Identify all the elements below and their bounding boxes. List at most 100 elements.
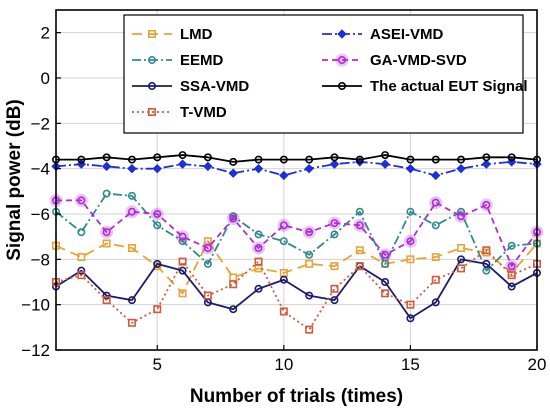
series-line-ssa-vmd bbox=[55, 258, 538, 320]
legend-label: ASEI-VMD bbox=[370, 26, 444, 43]
data-point-t-vmd bbox=[507, 271, 516, 280]
legend-label: The actual EUT Signal bbox=[370, 78, 528, 95]
marker-ring bbox=[507, 262, 516, 271]
marker-ring bbox=[406, 237, 415, 246]
data-point-t-vmd bbox=[102, 296, 111, 305]
data-point-lmd bbox=[178, 289, 187, 298]
marker-halo bbox=[378, 248, 392, 262]
legend-label: EEMD bbox=[180, 52, 224, 69]
series-layer bbox=[49, 151, 544, 334]
data-point-eemd bbox=[457, 207, 466, 216]
data-point-the-actual-eut-signal bbox=[482, 153, 491, 162]
data-point-the-actual-eut-signal bbox=[406, 155, 415, 164]
data-point-asei-vmd bbox=[279, 170, 289, 181]
data-point-the-actual-eut-signal bbox=[305, 155, 314, 164]
data-point-t-vmd bbox=[431, 275, 440, 284]
data-point-asei-vmd bbox=[127, 163, 137, 174]
data-point-lmd bbox=[431, 253, 440, 262]
data-point-ga-vmd-svd bbox=[150, 207, 164, 221]
data-point-t-vmd bbox=[229, 280, 238, 289]
data-point-t-vmd bbox=[77, 271, 86, 280]
marker-ring bbox=[431, 198, 440, 207]
data-point-asei-vmd bbox=[253, 163, 264, 174]
marker-halo bbox=[277, 218, 291, 232]
y-tick-label: −2 bbox=[31, 114, 50, 133]
data-point-ssa-vmd bbox=[330, 296, 339, 305]
data-point-ga-vmd-svd bbox=[277, 218, 291, 232]
data-point-ga-vmd-svd bbox=[74, 193, 88, 207]
marker-ring bbox=[229, 214, 238, 223]
data-point-asei-vmd bbox=[456, 163, 466, 174]
data-point-lmd bbox=[77, 253, 86, 262]
data-point-ssa-vmd bbox=[178, 266, 187, 275]
marker-ring bbox=[127, 207, 136, 216]
data-point-asei-vmd bbox=[203, 161, 213, 172]
data-point-t-vmd bbox=[127, 318, 136, 327]
legend-swatch-marker bbox=[337, 82, 346, 91]
data-point-eemd bbox=[381, 259, 390, 268]
data-point-ga-vmd-svd bbox=[201, 241, 215, 255]
marker-halo bbox=[150, 207, 164, 221]
data-point-the-actual-eut-signal bbox=[279, 155, 288, 164]
data-point-ssa-vmd bbox=[102, 291, 111, 300]
data-point-lmd bbox=[355, 246, 364, 255]
marker-ring bbox=[330, 219, 339, 228]
marker-ring bbox=[457, 212, 466, 221]
data-point-asei-vmd bbox=[431, 170, 441, 181]
data-point-asei-vmd bbox=[380, 159, 390, 169]
marker-halo bbox=[479, 198, 493, 212]
data-point-eemd bbox=[406, 207, 415, 216]
marker-halo bbox=[429, 196, 443, 210]
data-point-asei-vmd bbox=[481, 159, 492, 169]
data-point-the-actual-eut-signal bbox=[254, 155, 263, 164]
data-point-asei-vmd bbox=[228, 168, 238, 178]
data-point-the-actual-eut-signal bbox=[381, 151, 390, 160]
marker-ring bbox=[102, 228, 111, 237]
data-point-the-actual-eut-signal bbox=[153, 153, 162, 162]
series-line-t-vmd bbox=[55, 249, 538, 331]
marker-halo bbox=[454, 209, 468, 223]
data-point-asei-vmd bbox=[101, 161, 112, 172]
marker-halo bbox=[252, 241, 266, 255]
data-point-the-actual-eut-signal bbox=[127, 155, 136, 164]
legend-label: SSA-VMD bbox=[180, 78, 249, 95]
data-point-ssa-vmd bbox=[431, 298, 440, 307]
y-tick-label: −10 bbox=[21, 296, 50, 315]
marker-ring bbox=[381, 250, 390, 259]
legend-item-asei-vmd: ASEI-VMD bbox=[322, 26, 444, 43]
marker-ring bbox=[355, 221, 364, 230]
data-point-t-vmd bbox=[355, 262, 364, 271]
data-point-ssa-vmd bbox=[381, 277, 390, 286]
data-point-the-actual-eut-signal bbox=[203, 153, 212, 162]
data-point-lmd bbox=[406, 255, 415, 264]
legend-item-ssa-vmd: SSA-VMD bbox=[132, 78, 249, 95]
data-point-ssa-vmd bbox=[457, 255, 466, 264]
marker-halo bbox=[100, 225, 114, 239]
data-point-eemd bbox=[178, 237, 187, 246]
data-point-eemd bbox=[330, 230, 339, 239]
data-point-eemd bbox=[127, 191, 136, 200]
marker-halo bbox=[505, 259, 519, 273]
data-point-the-actual-eut-signal bbox=[229, 157, 238, 166]
marker-ring bbox=[77, 196, 86, 205]
y-tick-label: 2 bbox=[41, 24, 50, 43]
data-point-t-vmd bbox=[406, 300, 415, 309]
series-line-ga-vmd-svd bbox=[56, 199, 538, 268]
y-tick-label: 0 bbox=[41, 69, 50, 88]
data-point-eemd bbox=[77, 228, 86, 237]
series-ga-vmd-svd bbox=[49, 193, 544, 273]
data-point-ga-vmd-svd bbox=[353, 218, 367, 232]
legend-item-lmd: LMD bbox=[132, 26, 213, 43]
marker-halo bbox=[74, 193, 88, 207]
x-tick-label: 15 bbox=[401, 355, 420, 374]
marker-halo bbox=[302, 225, 316, 239]
data-point-ssa-vmd bbox=[153, 259, 162, 268]
marker-ring bbox=[279, 221, 288, 230]
data-point-ga-vmd-svd bbox=[454, 209, 468, 223]
data-point-the-actual-eut-signal bbox=[102, 153, 111, 162]
data-point-eemd bbox=[203, 259, 212, 268]
data-point-ga-vmd-svd bbox=[226, 212, 240, 226]
legend: LMD ASEI-VMD EEMD GA-VMD-SVD SSA-VMD The actu… bbox=[123, 14, 528, 134]
legend-swatch-marker bbox=[148, 108, 157, 117]
